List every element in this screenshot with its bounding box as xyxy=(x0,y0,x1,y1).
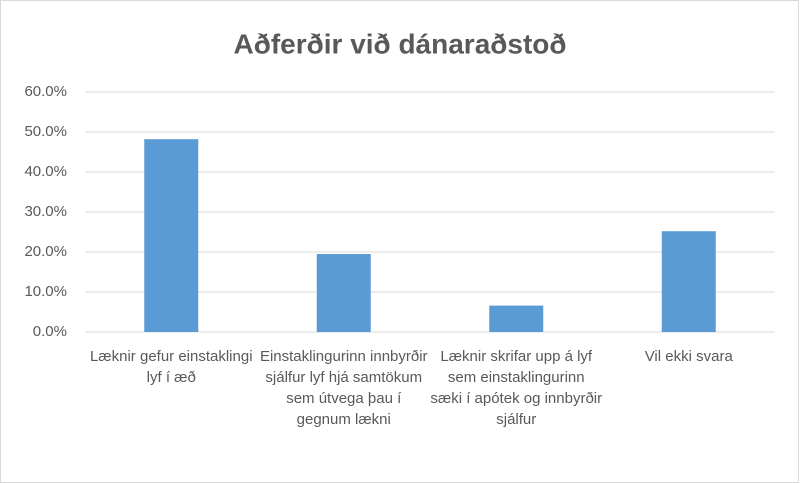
bar xyxy=(489,305,544,332)
x-tick-label: Vil ekki svara xyxy=(644,348,733,365)
y-tick-label: 50.0% xyxy=(24,123,67,140)
x-tick-label: Læknir gefur einstaklingi lyf í æð xyxy=(89,348,253,386)
y-tick-label: 40.0% xyxy=(24,163,67,180)
x-tick-label: Einstaklingurinn innbyrðir sjálfur lyf h… xyxy=(259,348,428,428)
y-tick-label: 20.0% xyxy=(24,243,67,260)
x-tick-label: Læknir skrifar upp á lyf sem einstakling… xyxy=(430,348,603,428)
chart-title: Aðferðir við dánaraðstoð xyxy=(234,28,567,59)
bar xyxy=(661,231,716,332)
y-tick-label: 10.0% xyxy=(24,283,67,300)
bar xyxy=(144,139,199,332)
y-tick-label: 0.0% xyxy=(33,323,67,340)
y-tick-label: 30.0% xyxy=(24,203,67,220)
y-tick-label: 60.0% xyxy=(24,83,67,100)
bar xyxy=(316,254,371,332)
